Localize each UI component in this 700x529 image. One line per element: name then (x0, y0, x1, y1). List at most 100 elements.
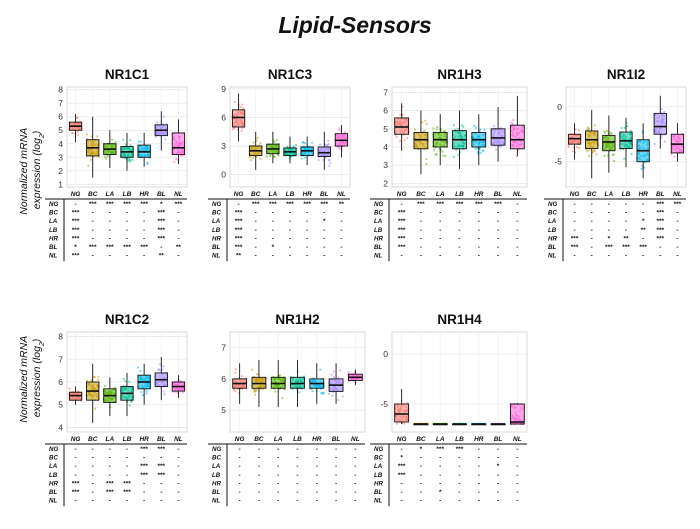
data-point (77, 134, 80, 137)
data-point (273, 140, 276, 144)
table-cell: - (258, 472, 260, 479)
table-cell: *** (235, 218, 243, 225)
data-point (259, 142, 262, 145)
table-row-label: HR (548, 235, 557, 242)
table-cell: *** (436, 446, 444, 453)
data-point (479, 151, 482, 154)
table-cell: - (591, 253, 593, 260)
table-cell: - (237, 201, 239, 208)
table-cell: - (92, 210, 94, 217)
table-cell: *** (639, 244, 647, 251)
data-point (482, 149, 485, 152)
table-cell: - (659, 253, 661, 260)
table-row-label: NG (49, 446, 58, 453)
table-cell: - (126, 498, 128, 505)
box-bl (490, 107, 507, 162)
data-point (567, 144, 570, 147)
data-point (492, 125, 496, 128)
table-cell: - (458, 210, 460, 217)
table-cell: *** (175, 201, 183, 208)
data-point (234, 368, 237, 371)
table-cell: - (272, 218, 274, 225)
y-tick-label: 6 (58, 112, 63, 122)
box-bc (251, 360, 267, 407)
data-point (89, 158, 92, 161)
box-hr (471, 114, 487, 166)
table-cell: - (92, 480, 94, 487)
table-cell: - (497, 455, 499, 462)
table-cell: *** (235, 210, 243, 217)
x-tick-label: LA (274, 436, 283, 443)
table-cell: *** (157, 235, 165, 242)
table-cell: - (272, 235, 274, 242)
table-cell: - (516, 227, 518, 234)
data-point (181, 391, 184, 394)
table-row-label: BL (212, 244, 220, 251)
x-tick-label: LB (622, 191, 631, 198)
data-point (620, 126, 623, 130)
ylabel-sub: 2 (39, 342, 46, 347)
x-tick-label: BC (88, 191, 98, 198)
data-point (494, 148, 498, 151)
table-cell: - (340, 227, 342, 234)
table-cell: - (458, 218, 460, 225)
table-row-label: NG (374, 446, 383, 453)
table-cell: *** (140, 446, 148, 453)
table-cell: *** (140, 472, 148, 479)
data-point (456, 127, 459, 131)
table-cell: - (258, 480, 260, 487)
y-tick-label: 4 (383, 142, 388, 152)
table-cell: - (340, 210, 342, 217)
table-cell: - (591, 218, 593, 225)
table-cell: - (160, 244, 162, 251)
ylabel-line1: Normalized mRNA (18, 336, 30, 423)
data-point (128, 380, 131, 383)
table-row-label: BC (374, 210, 383, 217)
table-cell: * (160, 201, 163, 208)
table-cell: - (478, 472, 480, 479)
table-cell: - (516, 446, 518, 453)
box-hr (136, 132, 152, 167)
box-ng (68, 114, 83, 143)
data-point (630, 152, 633, 156)
table-row-label: LA (212, 218, 221, 225)
data-point (179, 154, 183, 157)
table-cell: *** (72, 210, 80, 217)
table-cell: - (92, 218, 94, 225)
table-cell: - (354, 472, 356, 479)
data-point (310, 141, 314, 144)
table-row-label: NL (212, 253, 220, 260)
table-cell: - (642, 253, 644, 260)
table-cell: - (277, 498, 279, 505)
table-row-label: HR (374, 235, 383, 242)
data-point (90, 135, 93, 138)
table-cell: - (340, 235, 342, 242)
box-nl (670, 123, 685, 162)
data-point (511, 122, 514, 126)
x-tick-label: LA (436, 191, 445, 198)
y-tick-label: 8 (58, 85, 63, 95)
data-point (281, 397, 284, 400)
x-tick-label: NL (513, 191, 522, 198)
table-cell: *** (106, 244, 114, 251)
data-point (653, 142, 656, 146)
table-cell: - (143, 235, 145, 242)
data-point (324, 156, 327, 159)
table-cell: - (516, 480, 518, 487)
table-cell: *** (235, 244, 243, 251)
data-point (294, 144, 298, 147)
table-cell: - (458, 480, 460, 487)
table-cell: - (478, 463, 480, 470)
table-cell: - (74, 446, 76, 453)
data-point (251, 368, 254, 371)
box-iqr (394, 403, 410, 423)
table-cell: - (126, 218, 128, 225)
table-cell: - (608, 253, 610, 260)
data-point (87, 164, 90, 167)
box-iqr (509, 403, 525, 425)
box-hr (300, 136, 314, 166)
table-cell: *** (269, 201, 277, 208)
table-row-label: NL (374, 498, 382, 505)
data-point (254, 393, 257, 396)
